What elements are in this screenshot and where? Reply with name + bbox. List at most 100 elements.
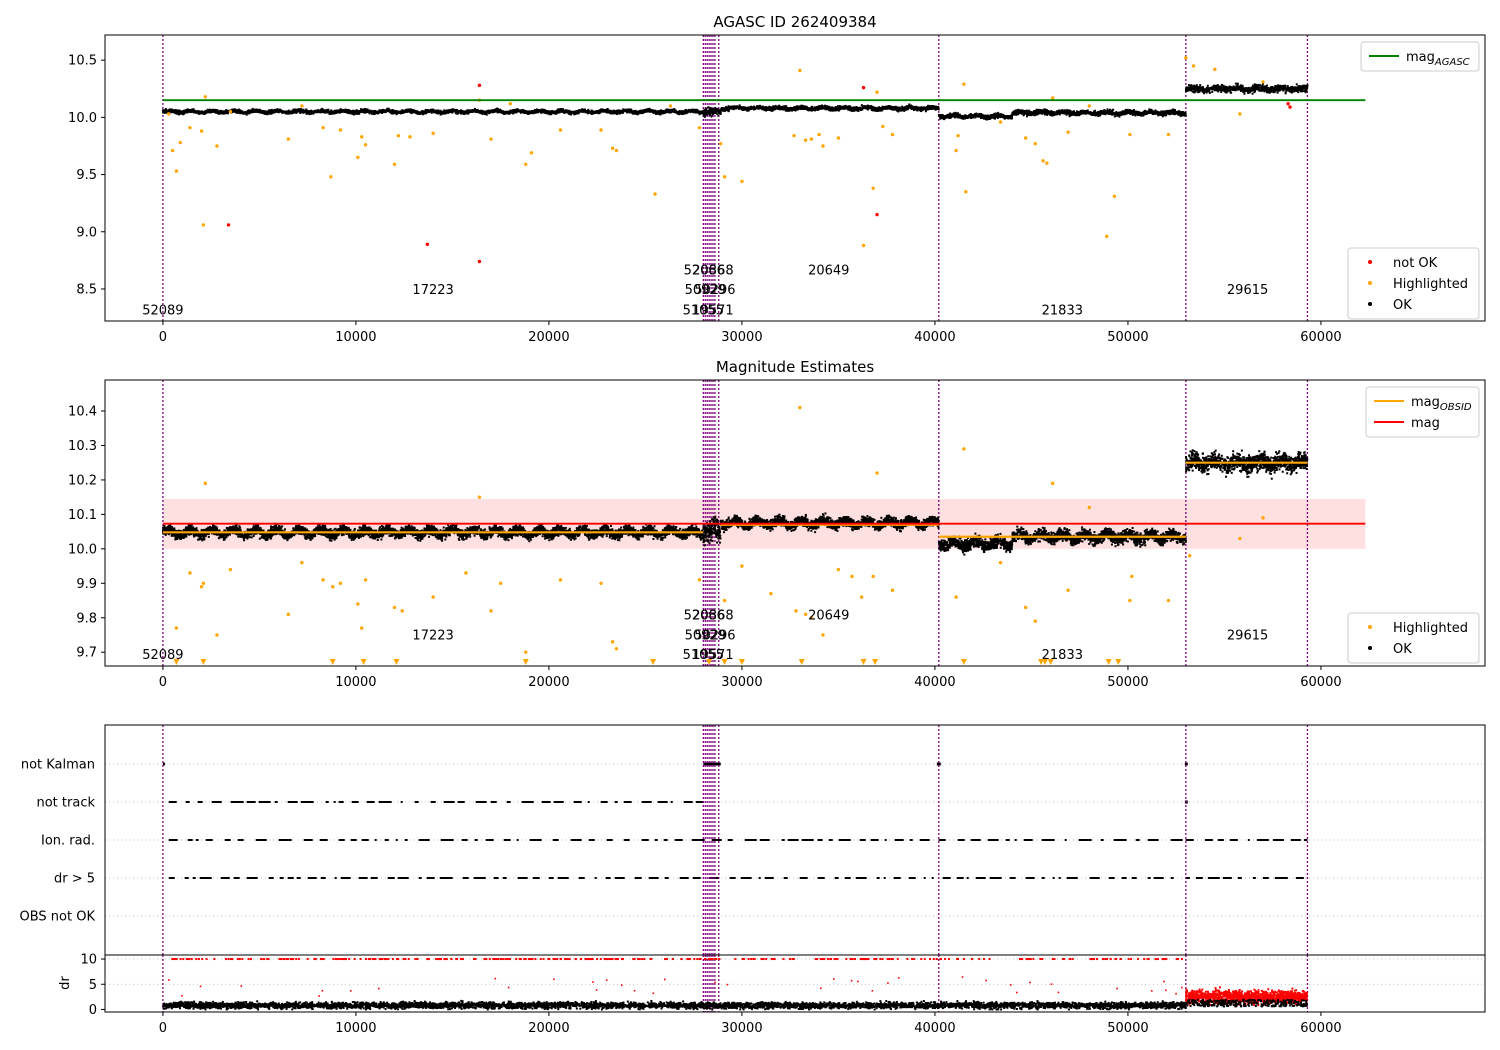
ok-point: [831, 106, 834, 109]
ok-point: [888, 106, 891, 109]
ok-point: [226, 112, 229, 115]
ok-point: [750, 107, 753, 110]
ok-point: [526, 110, 529, 113]
ok-point: [854, 108, 857, 111]
ok-point: [523, 111, 526, 114]
ok-point: [864, 106, 867, 109]
ok-point: [708, 111, 711, 114]
ok-point: [823, 106, 826, 109]
ok-point: [611, 111, 614, 114]
ok-point: [548, 111, 551, 114]
ok-point: [763, 106, 766, 109]
ok-point: [422, 112, 425, 115]
ok-point: [880, 107, 883, 110]
ok-point: [331, 110, 334, 113]
ok-point: [256, 110, 259, 113]
ok-point: [879, 108, 882, 111]
ok-point: [343, 110, 346, 113]
ok-point: [417, 111, 420, 114]
ok-point: [220, 112, 223, 115]
ok-point: [711, 111, 714, 114]
ok-point: [305, 109, 308, 112]
ok-point: [446, 109, 449, 112]
ok-point: [321, 109, 324, 112]
ok-point: [567, 112, 570, 115]
ok-point: [747, 107, 750, 110]
ok-point: [434, 111, 437, 114]
ok-point: [569, 110, 572, 113]
ok-point: [372, 110, 375, 113]
ok-point: [699, 110, 702, 113]
ok-point: [185, 111, 188, 114]
ok-point: [459, 111, 462, 114]
ok-point: [197, 112, 200, 115]
ok-point: [162, 111, 165, 114]
ok-point: [211, 110, 214, 113]
ok-point: [187, 110, 190, 113]
ok-point: [628, 108, 631, 111]
ok-point: [302, 109, 305, 112]
ok-point: [642, 109, 645, 112]
ok-point: [702, 112, 705, 115]
ok-point: [587, 111, 590, 114]
ok-point: [386, 107, 389, 110]
ok-point: [710, 108, 713, 111]
ok-point: [167, 109, 170, 112]
ok-point: [634, 111, 637, 114]
ok-point: [630, 108, 633, 111]
ok-point: [240, 110, 243, 113]
ok-point: [873, 108, 876, 111]
ok-point: [531, 111, 534, 114]
ok-point: [901, 105, 904, 108]
ok-point: [163, 111, 166, 114]
ok-point: [919, 107, 922, 110]
ok-point: [449, 109, 452, 112]
ok-point: [692, 109, 695, 112]
ok-point: [247, 111, 250, 114]
ok-point: [858, 107, 861, 110]
ok-point: [404, 110, 407, 113]
ok-point: [768, 107, 771, 110]
ok-point: [530, 112, 533, 115]
ok-point: [769, 106, 772, 109]
ok-point: [702, 114, 705, 117]
ok-point: [237, 111, 240, 114]
ok-point: [712, 109, 715, 112]
ok-point: [395, 110, 398, 113]
ok-point: [358, 111, 361, 114]
ok-point: [719, 112, 722, 115]
ok-point: [649, 109, 652, 112]
ok-point: [746, 109, 749, 112]
ok-point: [448, 111, 451, 114]
ok-point: [551, 110, 554, 113]
ok-point: [652, 110, 655, 113]
ok-point: [509, 111, 512, 114]
ok-point: [541, 110, 544, 113]
ok-point: [710, 110, 713, 113]
ok-point: [295, 109, 298, 112]
ok-point: [177, 113, 180, 116]
ok-point: [614, 111, 617, 114]
ok-point: [281, 110, 284, 113]
ok-point: [398, 110, 401, 113]
ok-point: [859, 108, 862, 111]
ok-point: [855, 106, 858, 109]
ok-point: [554, 112, 557, 115]
ok-point: [424, 108, 427, 111]
ok-point: [380, 110, 383, 113]
ok-point: [763, 108, 766, 111]
ok-point: [512, 112, 515, 115]
ok-point: [484, 110, 487, 113]
ok-point: [355, 109, 358, 112]
ok-point: [300, 110, 303, 113]
ok-point: [787, 109, 790, 112]
ok-point: [846, 107, 849, 110]
ok-point: [687, 109, 690, 112]
ok-point: [310, 112, 313, 115]
ok-point: [463, 112, 466, 115]
ok-point: [445, 110, 448, 113]
ok-point: [816, 107, 819, 110]
ok-point: [648, 110, 651, 113]
ok-point: [719, 108, 722, 111]
ok-point: [856, 109, 859, 112]
